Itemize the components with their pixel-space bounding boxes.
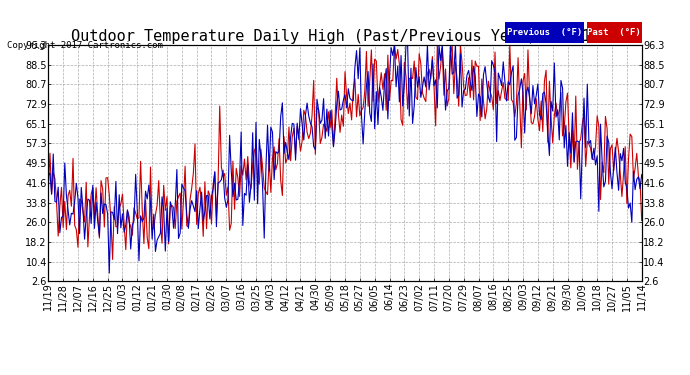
Text: Previous  (°F): Previous (°F) — [507, 28, 582, 37]
Title: Outdoor Temperature Daily High (Past/Previous Year) 20171119: Outdoor Temperature Daily High (Past/Pre… — [71, 29, 619, 44]
Text: Copyright 2017 Cartronics.com: Copyright 2017 Cartronics.com — [7, 41, 163, 50]
Text: Past  (°F): Past (°F) — [587, 28, 641, 37]
